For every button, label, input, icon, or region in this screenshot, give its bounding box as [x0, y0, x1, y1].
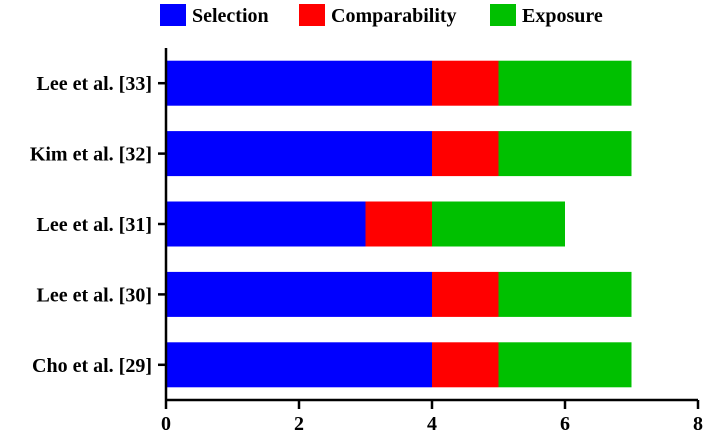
bar-selection-lee-et-al-30: [166, 271, 432, 317]
x-tick-label-2: 2: [294, 413, 304, 435]
legend-label-selection: Selection: [192, 5, 269, 27]
legend: Selection Comparability Exposure: [160, 4, 603, 27]
bar-comparability-kim-et-al-32: [432, 131, 499, 177]
legend-label-exposure: Exposure: [522, 5, 603, 27]
bar-exposure-lee-et-al-33: [498, 60, 632, 106]
category-label-kim-et-al-32: Kim et al. [32]: [30, 144, 152, 166]
category-label-lee-et-al-33: Lee et al. [33]: [36, 73, 152, 95]
bar-comparability-cho-et-al-29: [432, 342, 499, 388]
legend-label-comparability: Comparability: [331, 5, 457, 27]
bar-exposure-lee-et-al-31: [432, 201, 565, 247]
bar-selection-lee-et-al-33: [166, 60, 432, 106]
axes: Lee et al. [33] Kim et al. [32] Lee et al.…: [30, 48, 703, 435]
category-label-lee-et-al-30: Lee et al. [30]: [36, 284, 152, 306]
category-label-cho-et-al-29: Cho et al. [29]: [32, 355, 152, 377]
legend-swatch-exposure: [490, 4, 516, 26]
bar-comparability-lee-et-al-30: [432, 271, 499, 317]
x-tick-label-8: 8: [693, 413, 703, 435]
bar-exposure-kim-et-al-32: [498, 131, 632, 177]
legend-swatch-selection: [160, 4, 186, 26]
bar-comparability-lee-et-al-33: [432, 60, 499, 106]
bar-selection-lee-et-al-31: [166, 201, 366, 247]
bar-selection-kim-et-al-32: [166, 131, 432, 177]
bars: [166, 60, 632, 388]
x-tick-label-6: 6: [560, 413, 570, 435]
bar-exposure-lee-et-al-30: [498, 271, 632, 317]
bar-selection-cho-et-al-29: [166, 342, 432, 388]
category-label-lee-et-al-31: Lee et al. [31]: [36, 214, 152, 236]
x-tick-label-4: 4: [427, 413, 437, 435]
legend-swatch-comparability: [299, 4, 325, 26]
x-tick-label-0: 0: [161, 413, 171, 435]
bar-exposure-cho-et-al-29: [498, 342, 632, 388]
bar-comparability-lee-et-al-31: [365, 201, 432, 247]
